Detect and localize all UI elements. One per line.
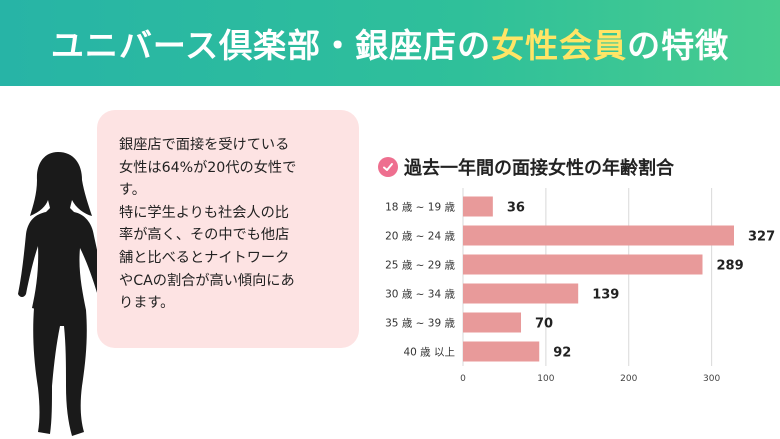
data-label: 92 bbox=[553, 346, 571, 361]
data-label: 289 bbox=[717, 259, 744, 274]
bar bbox=[463, 312, 522, 333]
category-label: 40 歳 以上 bbox=[403, 347, 455, 359]
category-label: 30 歳 ~ 34 歳 bbox=[385, 289, 455, 301]
bar bbox=[463, 341, 540, 362]
chart-title-text: 過去一年間の面接女性の年齢割合 bbox=[404, 158, 674, 179]
bar bbox=[463, 254, 703, 275]
description-text: 銀座店で面接を受けている 女性は64%が20代の女性で す。 特に学生よりも社会… bbox=[119, 137, 297, 312]
data-label: 327 bbox=[748, 230, 775, 245]
title-suffix: の特徴 bbox=[627, 26, 730, 65]
data-label: 139 bbox=[592, 288, 619, 303]
category-label: 35 歳 ~ 39 歳 bbox=[385, 318, 455, 330]
age-bar-chart: 0 100 200 300 18 歳 ~ 19 歳 36 20 歳 ~ 24 歳 327 25 … bbox=[385, 188, 775, 384]
description-bubble: 銀座店で面接を受けている 女性は64%が20代の女性で す。 特に学生よりも社会… bbox=[97, 110, 359, 348]
title-highlight: 女性会員 bbox=[491, 26, 628, 65]
category-label: 18 歳 ~ 19 歳 bbox=[385, 202, 455, 214]
bar bbox=[463, 196, 493, 217]
data-label: 70 bbox=[535, 317, 553, 332]
chart-title: 過去一年間の面接女性の年齢割合 bbox=[378, 154, 674, 180]
page-title: ユニバース倶楽部・銀座店の女性会員の特徴 bbox=[51, 19, 729, 67]
title-prefix: ユニバース倶楽部・銀座店の bbox=[50, 26, 492, 65]
category-label: 20 歳 ~ 24 歳 bbox=[385, 231, 455, 243]
category-label: 25 歳 ~ 29 歳 bbox=[385, 260, 455, 272]
x-tick-label: 100 bbox=[537, 374, 554, 384]
x-tick-label: 0 bbox=[460, 374, 466, 384]
x-tick-label: 300 bbox=[703, 374, 720, 384]
check-circle-icon bbox=[378, 157, 398, 177]
woman-silhouette-icon bbox=[18, 152, 108, 436]
x-tick-label: 200 bbox=[620, 374, 637, 384]
data-label: 36 bbox=[507, 201, 525, 216]
bar bbox=[463, 283, 579, 304]
header-banner: ユニバース倶楽部・銀座店の女性会員の特徴 bbox=[0, 0, 780, 86]
bar bbox=[463, 225, 734, 246]
